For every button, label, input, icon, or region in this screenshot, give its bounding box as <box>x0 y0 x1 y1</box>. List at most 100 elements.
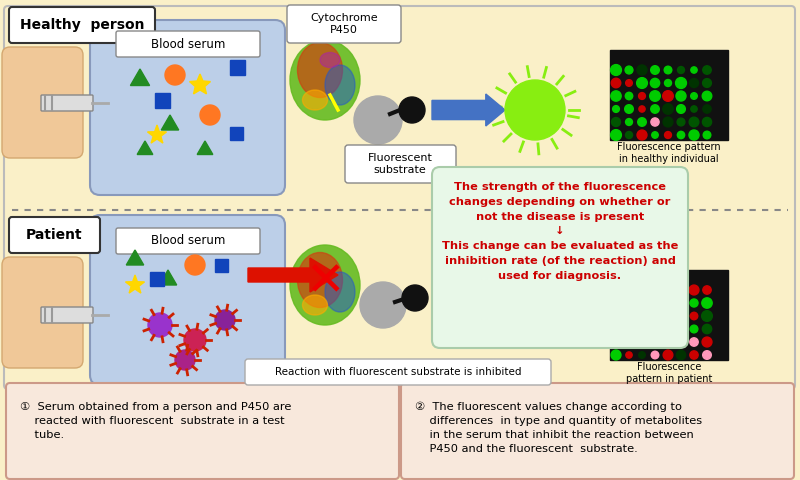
Circle shape <box>651 312 659 320</box>
Circle shape <box>613 313 619 319</box>
Circle shape <box>702 118 711 127</box>
Circle shape <box>637 337 647 347</box>
Text: Fluorescence
pattern in patient: Fluorescence pattern in patient <box>626 362 712 384</box>
Bar <box>155 93 170 108</box>
Circle shape <box>690 338 698 346</box>
Circle shape <box>689 130 699 140</box>
Circle shape <box>650 78 660 88</box>
FancyBboxPatch shape <box>432 167 688 348</box>
Polygon shape <box>126 250 144 265</box>
Text: ①  Serum obtained from a person and P450 are
    reacted with fluorescent  subst: ① Serum obtained from a person and P450 … <box>20 402 291 440</box>
Circle shape <box>625 105 634 113</box>
Circle shape <box>354 96 402 144</box>
Circle shape <box>690 78 698 87</box>
Circle shape <box>402 285 428 311</box>
Circle shape <box>611 118 621 127</box>
Circle shape <box>613 106 619 112</box>
Circle shape <box>689 285 699 295</box>
Ellipse shape <box>298 252 342 308</box>
Circle shape <box>677 299 685 307</box>
Ellipse shape <box>298 43 342 97</box>
Circle shape <box>690 93 698 99</box>
Circle shape <box>651 325 659 333</box>
Circle shape <box>637 130 647 140</box>
Bar <box>230 60 245 75</box>
FancyBboxPatch shape <box>41 95 93 111</box>
Circle shape <box>638 352 646 359</box>
Text: The strength of the fluorescence
changes depending on whether or
not the disease: The strength of the fluorescence changes… <box>442 182 678 281</box>
Circle shape <box>625 286 634 294</box>
Bar <box>610 270 728 360</box>
Circle shape <box>650 298 660 308</box>
Circle shape <box>639 106 645 112</box>
Ellipse shape <box>325 272 355 312</box>
Circle shape <box>200 105 220 125</box>
Circle shape <box>676 350 686 360</box>
Ellipse shape <box>290 245 360 325</box>
Polygon shape <box>248 258 338 292</box>
Polygon shape <box>159 270 177 285</box>
Polygon shape <box>147 125 166 143</box>
Circle shape <box>626 352 632 358</box>
Circle shape <box>662 91 674 101</box>
FancyBboxPatch shape <box>9 7 155 43</box>
Circle shape <box>663 285 673 295</box>
Circle shape <box>624 337 634 347</box>
Circle shape <box>703 105 711 113</box>
Circle shape <box>626 132 633 139</box>
FancyBboxPatch shape <box>4 6 795 389</box>
Circle shape <box>703 286 711 294</box>
Circle shape <box>651 118 659 126</box>
Circle shape <box>663 350 673 360</box>
Circle shape <box>360 282 406 328</box>
Circle shape <box>702 351 711 360</box>
Circle shape <box>664 66 672 74</box>
Circle shape <box>691 106 697 112</box>
Circle shape <box>650 91 660 101</box>
Circle shape <box>702 91 712 101</box>
FancyBboxPatch shape <box>6 383 399 479</box>
Text: Fluorescent
substrate: Fluorescent substrate <box>367 153 433 175</box>
Circle shape <box>677 105 686 113</box>
FancyBboxPatch shape <box>2 257 83 368</box>
Circle shape <box>690 325 698 333</box>
Circle shape <box>678 287 684 293</box>
Circle shape <box>553 284 579 310</box>
Circle shape <box>175 350 195 370</box>
Circle shape <box>677 118 685 126</box>
Text: Patient: Patient <box>26 228 82 242</box>
Circle shape <box>611 78 621 88</box>
Circle shape <box>662 104 674 114</box>
FancyBboxPatch shape <box>245 359 551 385</box>
Circle shape <box>611 285 621 295</box>
Circle shape <box>626 313 632 319</box>
Circle shape <box>637 78 647 88</box>
Circle shape <box>678 325 685 333</box>
Circle shape <box>702 311 712 321</box>
FancyBboxPatch shape <box>287 5 401 43</box>
Circle shape <box>185 255 205 275</box>
Circle shape <box>665 132 671 138</box>
FancyBboxPatch shape <box>90 20 285 195</box>
Circle shape <box>624 298 634 308</box>
Ellipse shape <box>290 40 360 120</box>
Circle shape <box>610 65 622 75</box>
Circle shape <box>626 80 632 86</box>
Circle shape <box>664 324 672 333</box>
FancyBboxPatch shape <box>401 383 794 479</box>
Circle shape <box>702 337 712 347</box>
Circle shape <box>651 351 658 359</box>
Circle shape <box>638 325 646 333</box>
Circle shape <box>184 329 206 351</box>
Ellipse shape <box>325 65 355 105</box>
Circle shape <box>625 325 633 333</box>
Circle shape <box>702 324 712 334</box>
Circle shape <box>676 91 686 101</box>
Text: Blood serum: Blood serum <box>151 235 225 248</box>
Polygon shape <box>432 94 505 126</box>
Polygon shape <box>432 289 505 321</box>
Text: ②  The fluorescent values change according to
    differences  in type and quant: ② The fluorescent values change accordin… <box>415 402 702 455</box>
Polygon shape <box>126 275 145 293</box>
Circle shape <box>611 350 621 360</box>
Circle shape <box>650 285 660 295</box>
